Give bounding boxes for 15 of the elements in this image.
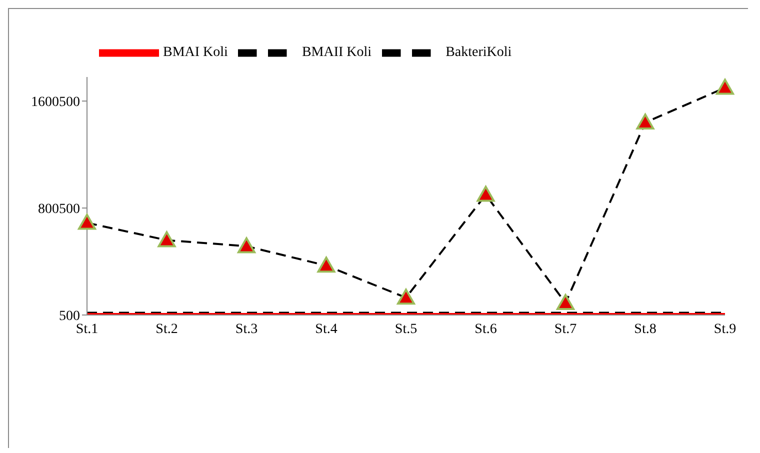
x-tick-label: St.7: [554, 322, 577, 337]
x-tick-label: St.3: [235, 322, 258, 337]
x-tick-label: St.1: [76, 322, 98, 337]
legend-label: BMAII Koli: [302, 45, 372, 60]
legend-label: BakteriKoli: [446, 45, 512, 60]
y-tick-label: 1600500: [31, 95, 80, 110]
x-tick-label: St.2: [156, 322, 178, 337]
x-tick-label: St.8: [634, 322, 656, 337]
y-tick-label: 800500: [38, 202, 80, 218]
x-tick-label: St.4: [315, 322, 338, 337]
x-tick-label: St.5: [394, 322, 418, 337]
y-tick-label: 500: [59, 308, 80, 324]
x-tick-label: St.9: [714, 322, 736, 337]
x-tick-label: St.6: [474, 322, 497, 337]
legend-label: BMAI Koli: [163, 45, 228, 60]
